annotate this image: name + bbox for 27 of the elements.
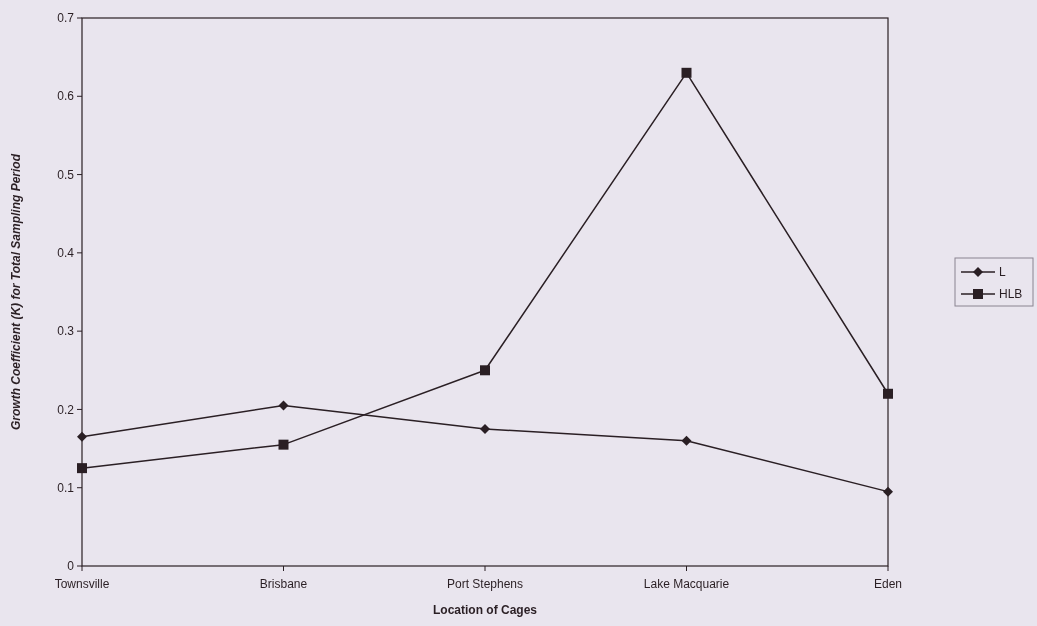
point: [480, 365, 490, 376]
y-tick-label: 0.1: [57, 480, 75, 495]
x-tick-label: Eden: [873, 577, 903, 591]
x-tick-label: Lake Macquarie: [643, 577, 730, 591]
x-axis-title: Location of Cages: [432, 603, 538, 617]
y-tick-label: 0.4: [57, 246, 75, 261]
x-tick-label: Brisbane: [259, 577, 308, 591]
point: [681, 67, 692, 78]
point: [77, 463, 87, 474]
point: [278, 439, 289, 450]
point: [278, 400, 289, 411]
x-tick-label: Townsville: [54, 577, 110, 591]
y-tick-label: 0.2: [57, 402, 75, 417]
y-axis-title: Growth Coefficient (K) for Total Sampling Period: [9, 153, 23, 431]
y-tick-label: 0.6: [57, 89, 75, 104]
point: [77, 431, 87, 442]
x-tick-label: Port Stephens: [446, 577, 524, 591]
legend-label: L: [999, 265, 1006, 280]
y-tick-label: 0.5: [57, 167, 75, 182]
point: [883, 388, 893, 399]
y-tick-label: 0: [67, 559, 75, 574]
point: [681, 435, 692, 446]
point: [883, 486, 893, 497]
y-tick-label: 0.3: [57, 324, 75, 339]
legend-label: HLB: [999, 287, 1023, 302]
y-tick-label: 0.7: [57, 11, 75, 26]
point: [480, 424, 490, 434]
